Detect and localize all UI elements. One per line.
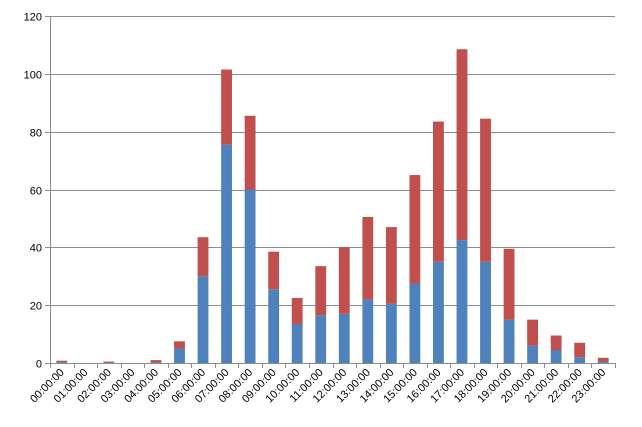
bar-series1-02:00:00: [103, 362, 115, 363]
bar-series2-00:00:00: [56, 360, 68, 363]
bar-series2-19:00:00: [503, 248, 515, 320]
bar-series2-07:00:00: [221, 69, 232, 145]
bar-series1-08:00:00: [244, 189, 256, 363]
bar-series1-07:00:00: [221, 144, 232, 363]
bar-series2-15:00:00: [409, 175, 421, 284]
bar-series2-18:00:00: [480, 118, 491, 262]
bar-series2-04:00:00: [150, 360, 162, 363]
bar-series1-15:00:00: [409, 283, 421, 363]
bar-series2-09:00:00: [268, 251, 280, 290]
bar-series2-22:00:00: [574, 342, 586, 358]
bar-series1-10:00:00: [291, 323, 303, 363]
y-tick-label: 80: [30, 128, 42, 140]
y-tick-label: 0: [36, 359, 42, 371]
bar-series2-12:00:00: [338, 247, 350, 314]
bar-series2-05:00:00: [174, 341, 185, 349]
bar-series1-13:00:00: [362, 299, 374, 363]
axes: [45, 16, 616, 368]
bar-series2-17:00:00: [456, 49, 468, 241]
bar-series1-19:00:00: [503, 319, 515, 363]
bar-series2-21:00:00: [550, 335, 562, 350]
y-tick-label: 120: [24, 12, 42, 24]
bar-series1-06:00:00: [197, 276, 209, 363]
gridlines: [50, 16, 615, 306]
bar-series2-13:00:00: [362, 216, 374, 300]
y-tick-label: 100: [24, 70, 42, 82]
bar-series2-10:00:00: [291, 297, 303, 324]
bar-series1-11:00:00: [315, 315, 327, 363]
bar-series2-23:00:00: [597, 357, 609, 362]
bar-series1-17:00:00: [456, 240, 468, 363]
bar-series1-20:00:00: [527, 345, 539, 363]
bar-series1-18:00:00: [480, 261, 491, 363]
bar-area: [56, 49, 609, 363]
bar-series2-02:00:00: [103, 361, 115, 363]
bar-series1-12:00:00: [338, 313, 350, 363]
bar-series1-04:00:00: [150, 362, 162, 363]
bar-series1-09:00:00: [268, 289, 280, 363]
bar-series2-08:00:00: [244, 115, 256, 190]
y-tick-label: 40: [30, 243, 42, 255]
y-tick-label: 60: [30, 186, 42, 198]
bar-series1-05:00:00: [174, 348, 185, 363]
bar-series2-14:00:00: [385, 227, 397, 304]
bar-series2-06:00:00: [197, 237, 209, 277]
bar-series2-11:00:00: [315, 266, 327, 316]
bar-series1-00:00:00: [56, 362, 68, 363]
bar-series1-21:00:00: [550, 349, 562, 363]
bar-series2-20:00:00: [527, 319, 539, 346]
bar-series1-14:00:00: [385, 303, 397, 363]
bar-series1-23:00:00: [597, 361, 609, 363]
bar-series2-16:00:00: [433, 121, 444, 262]
bar-series1-16:00:00: [433, 261, 444, 363]
bar-series1-22:00:00: [574, 357, 586, 363]
y-axis-tick-labels: 0 20 40 60 80 100 120: [24, 12, 42, 371]
x-axis-tick-labels: 00:00:0001:00:0002:00:0003:00:0004:00:00…: [28, 367, 608, 406]
y-tick-label: 20: [30, 301, 42, 313]
